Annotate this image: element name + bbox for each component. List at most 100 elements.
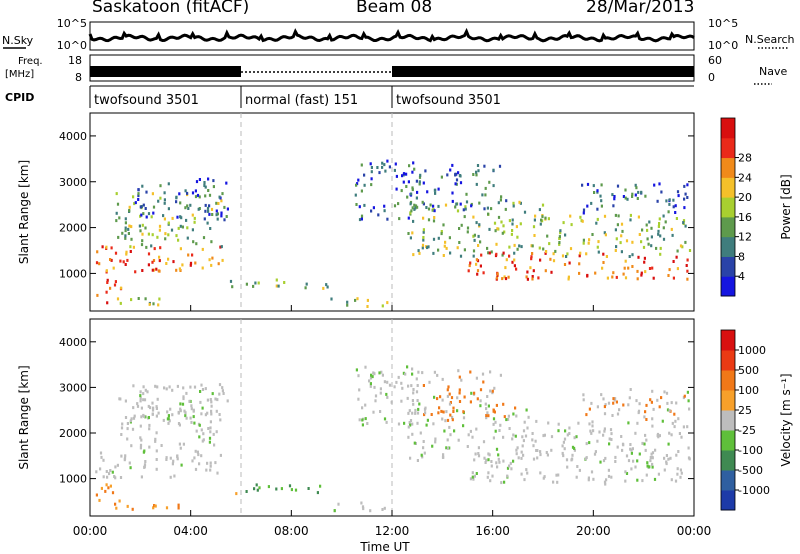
- heatmap-cell: [537, 276, 540, 280]
- heatmap-cell: [549, 257, 552, 261]
- heatmap-cell: [668, 431, 671, 435]
- heatmap-cell: [672, 276, 675, 280]
- heatmap-cell: [192, 415, 195, 419]
- heatmap-cell: [646, 464, 649, 468]
- heatmap-cell: [409, 419, 413, 422]
- heatmap-cell: [305, 282, 308, 286]
- heatmap-cell: [604, 233, 607, 237]
- heatmap-cell: [431, 444, 434, 448]
- heatmap-cell: [636, 459, 639, 463]
- heatmap-cell: [200, 412, 203, 416]
- heatmap-cell: [515, 448, 518, 452]
- heatmap-cell: [122, 260, 125, 264]
- heatmap-cell: [674, 479, 678, 483]
- heatmap-cell: [682, 221, 685, 225]
- colorbar-tick-label: 8: [738, 250, 745, 263]
- heatmap-cell: [202, 236, 206, 240]
- heatmap-cell: [386, 217, 389, 221]
- heatmap-cell: [599, 460, 602, 464]
- heatmap-cell: [482, 380, 485, 384]
- colorbar-tick-label: 24: [738, 171, 752, 184]
- heatmap-cell: [594, 450, 597, 454]
- heatmap-cell: [129, 250, 132, 253]
- freq-bar-2: [392, 66, 694, 77]
- heatmap-cell: [210, 240, 213, 244]
- heatmap-cell: [578, 468, 581, 472]
- heatmap-cell: [189, 263, 192, 267]
- heatmap-cell: [687, 399, 690, 403]
- heatmap-cell: [189, 416, 192, 420]
- heatmap-cell: [513, 258, 516, 262]
- heatmap-cell: [125, 250, 128, 254]
- heatmap-cell: [471, 435, 474, 439]
- heatmap-cell: [368, 379, 371, 383]
- heatmap-cell: [165, 506, 169, 510]
- heatmap-cell: [594, 271, 597, 275]
- heatmap-cell: [444, 240, 447, 244]
- heatmap-cell: [179, 402, 182, 406]
- heatmap-cell: [130, 225, 133, 229]
- heatmap-cell: [501, 231, 504, 235]
- heatmap-cell: [463, 248, 466, 252]
- date-title: 28/Mar/2013: [586, 0, 695, 17]
- heatmap-cell: [114, 465, 117, 469]
- heatmap-cell: [614, 213, 617, 217]
- heatmap-cell: [422, 384, 425, 387]
- heatmap-cell: [402, 371, 405, 375]
- heatmap-cell: [446, 438, 449, 442]
- heatmap-cell: [566, 433, 569, 437]
- freq-label-line1: Freq.: [18, 56, 43, 67]
- heatmap-cell: [422, 236, 425, 239]
- heatmap-cell: [628, 255, 631, 258]
- heatmap-cell: [96, 250, 99, 254]
- heatmap-cell: [185, 416, 188, 420]
- heatmap-cell: [147, 404, 150, 408]
- heatmap-cell: [179, 247, 182, 251]
- heatmap-cell: [124, 454, 127, 458]
- heatmap-cell: [393, 204, 397, 208]
- heatmap-cell: [123, 456, 127, 460]
- heatmap-cell: [124, 263, 127, 266]
- heatmap-cell: [492, 422, 495, 426]
- heatmap-cell: [319, 484, 322, 488]
- heatmap-cell: [210, 207, 214, 211]
- heatmap-cell: [124, 234, 127, 238]
- heatmap-cell: [477, 169, 480, 173]
- heatmap-cell: [614, 455, 617, 459]
- heatmap-cell: [480, 253, 483, 257]
- heatmap-cell: [513, 251, 516, 255]
- heatmap-cell: [215, 213, 218, 217]
- colorbar-swatch: [721, 350, 735, 371]
- heatmap-cell: [110, 246, 113, 250]
- heatmap-cell: [421, 455, 424, 459]
- heatmap-cell: [638, 452, 641, 456]
- heatmap-cell: [432, 422, 435, 426]
- heatmap-cell: [523, 210, 527, 214]
- heatmap-cell: [555, 473, 558, 477]
- heatmap-cell: [369, 509, 372, 513]
- heatmap-cell: [409, 211, 412, 215]
- heatmap-cell: [208, 258, 211, 262]
- heatmap-cell: [108, 472, 111, 476]
- colorbar-frame: [720, 329, 736, 511]
- colorbar-swatch: [721, 370, 735, 391]
- heatmap-cell: [668, 268, 671, 272]
- heatmap-cell: [411, 170, 414, 174]
- cpid-label: CPID: [5, 91, 34, 104]
- heatmap-cell: [617, 214, 620, 218]
- heatmap-cell: [361, 418, 364, 422]
- heatmap-cell: [454, 173, 457, 177]
- heatmap-cell: [628, 396, 631, 400]
- heatmap-cell: [622, 403, 625, 407]
- heatmap-cell: [629, 443, 632, 446]
- heatmap-cell: [520, 456, 523, 460]
- heatmap-cell: [416, 459, 419, 462]
- heatmap-cell: [432, 237, 436, 241]
- heatmap-cell: [220, 199, 223, 203]
- heatmap-cell: [101, 245, 104, 249]
- heatmap-cell: [641, 479, 644, 483]
- x-axis-label: Time UT: [359, 540, 410, 554]
- heatmap-cell: [120, 433, 123, 436]
- x-tick-label: 00:00: [73, 524, 108, 538]
- heatmap-cell: [648, 267, 652, 270]
